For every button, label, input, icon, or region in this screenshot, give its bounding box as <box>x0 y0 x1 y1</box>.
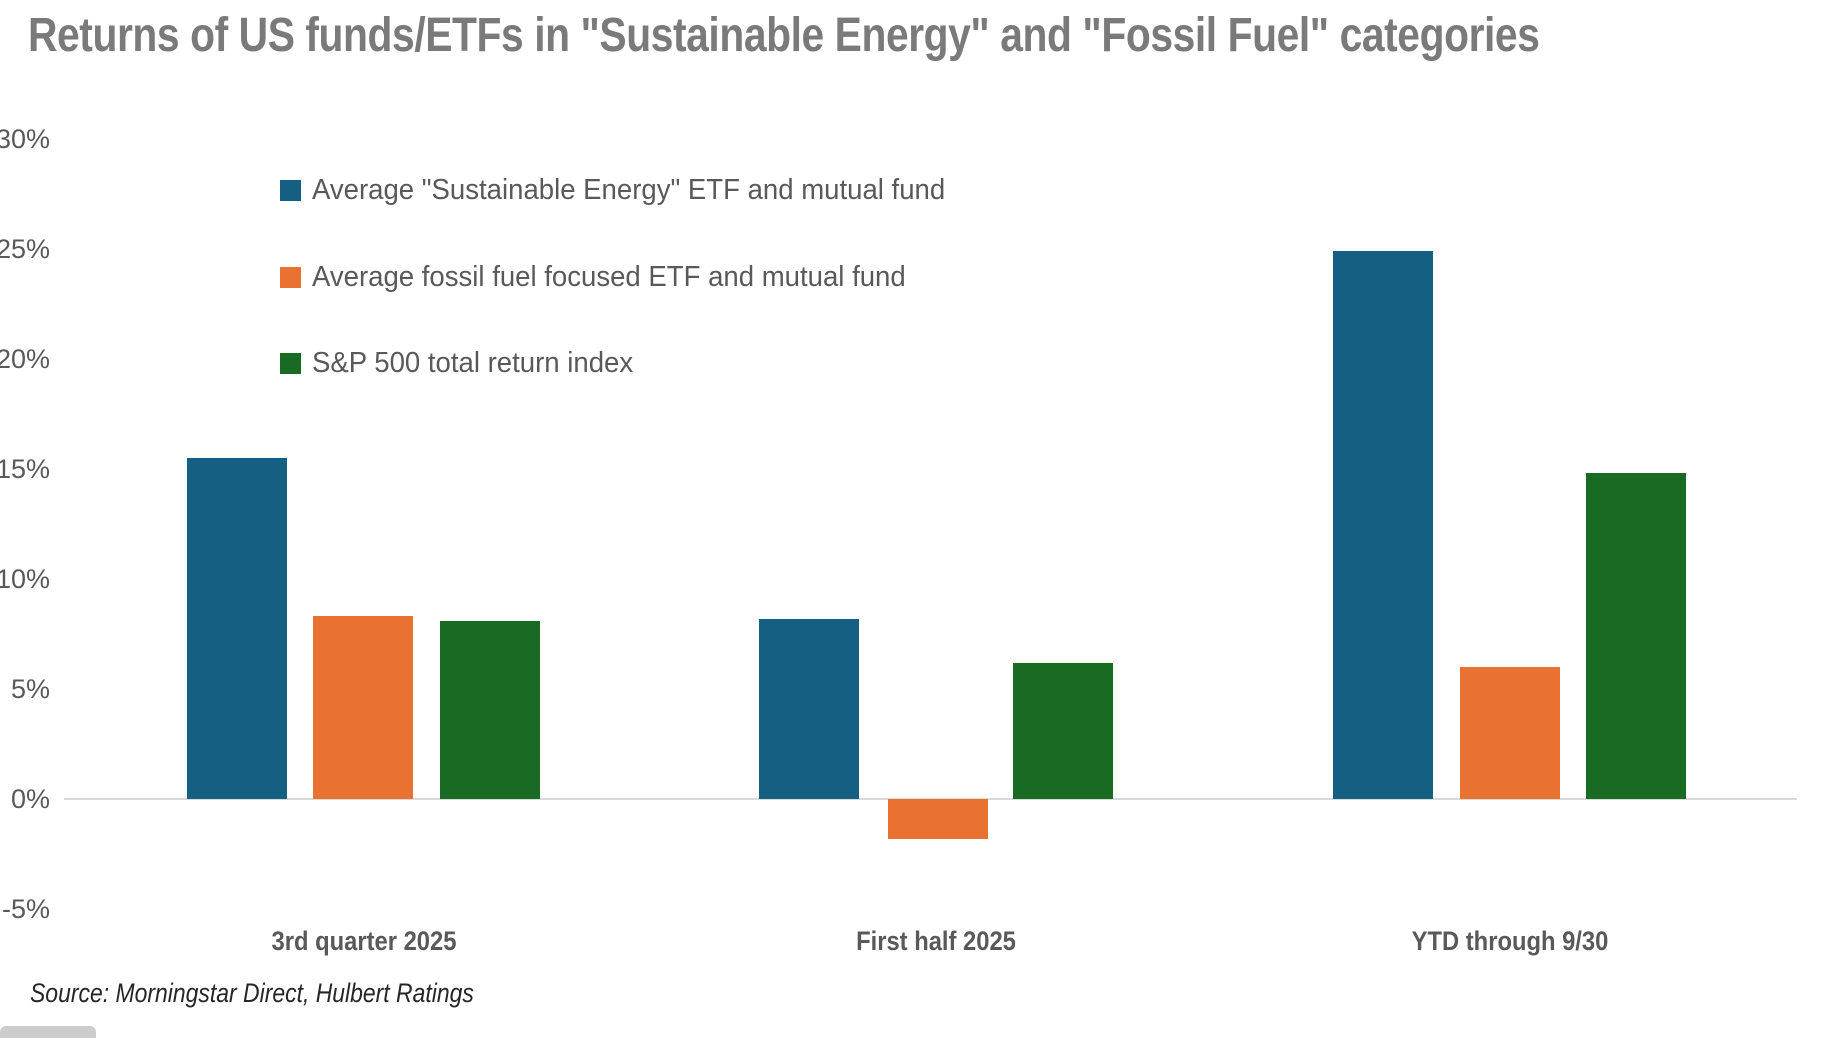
category-label: 3rd quarter 2025 <box>271 926 456 956</box>
legend-swatch <box>280 179 301 201</box>
bar-fossil-3 <box>1460 667 1560 799</box>
bottom-left-artifact <box>0 1026 96 1038</box>
legend-label: S&P 500 total return index <box>312 347 634 379</box>
y-axis-tick-label: -5% <box>1 894 50 924</box>
legend-label: Average fossil fuel focused ETF and mutu… <box>312 261 906 293</box>
legend-swatch <box>280 266 301 288</box>
bar-sustainable-3 <box>1333 251 1433 799</box>
bar-sustainable-2 <box>759 619 859 799</box>
source-note: Source: Morningstar Direct, Hulbert Rati… <box>30 978 474 1008</box>
legend-label: Average "Sustainable Energy" ETF and mut… <box>312 174 946 206</box>
category-label: First half 2025 <box>856 926 1016 956</box>
bar-fossil-1 <box>313 616 413 799</box>
y-axis-tick-label: 0% <box>10 784 50 814</box>
bar-sp500-2 <box>1013 663 1113 799</box>
legend-item: S&P 500 total return index <box>280 346 650 380</box>
y-axis-tick-label: 25% <box>0 234 50 264</box>
bar-sp500-3 <box>1586 473 1686 799</box>
bar-sp500-1 <box>440 621 540 799</box>
legend-swatch <box>280 352 301 374</box>
chart-title: Returns of US funds/ETFs in "Sustainable… <box>28 9 1540 62</box>
y-axis-tick-label: 30% <box>0 124 50 154</box>
y-axis-tick-label: 20% <box>0 344 50 374</box>
y-axis-tick-label: 10% <box>0 564 50 594</box>
legend-item: Average fossil fuel focused ETF and mutu… <box>280 260 937 294</box>
category-label: YTD through 9/30 <box>1411 926 1608 956</box>
y-axis-tick-label: 15% <box>0 454 50 484</box>
y-axis-tick-label: 5% <box>10 674 50 704</box>
bar-fossil-2 <box>888 799 988 839</box>
legend-item: Average "Sustainable Energy" ETF and mut… <box>280 173 979 207</box>
bar-sustainable-1 <box>187 458 287 799</box>
